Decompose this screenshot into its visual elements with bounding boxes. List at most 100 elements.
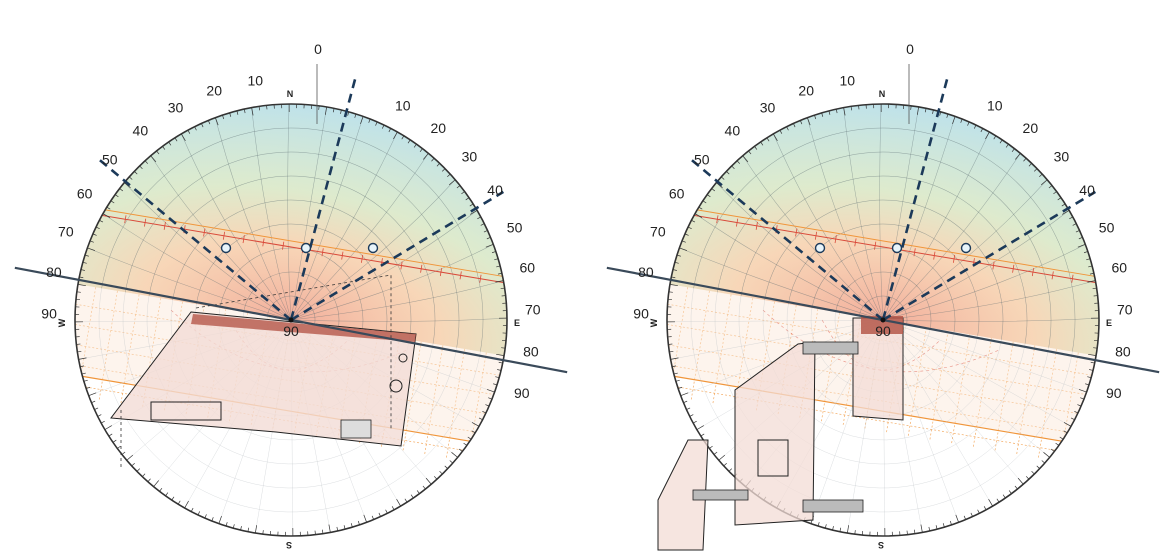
ring-tick: [670, 357, 679, 360]
ring-tick: [711, 188, 716, 192]
ring-tick: [396, 499, 401, 507]
ring-number-left: 40: [725, 123, 741, 139]
ring-tick: [153, 480, 159, 487]
ring-tick: [967, 121, 970, 126]
ring-tick: [156, 150, 160, 155]
ring-tick: [91, 400, 96, 403]
ring-tick: [1041, 460, 1046, 464]
ring-number-right: 50: [1099, 219, 1115, 235]
hour-marker: [933, 251, 936, 260]
ring-tick: [112, 439, 117, 443]
ring-tick: [486, 389, 495, 393]
ring-tick: [332, 108, 335, 113]
hour-marker: [953, 254, 956, 263]
ring-tick: [144, 160, 149, 164]
ring-tick: [698, 206, 703, 210]
ring-tick: [1033, 168, 1038, 172]
ring-tick: [723, 462, 727, 467]
ring-tick: [471, 422, 480, 427]
ring-tick: [913, 529, 916, 534]
ring-tick: [480, 223, 485, 226]
room-block: [150, 401, 222, 421]
building-outline: [110, 311, 417, 447]
azimuth-line: [879, 104, 884, 321]
ring-tick: [493, 383, 498, 386]
ring-number-right: 30: [1054, 149, 1070, 165]
ring-tick: [363, 514, 367, 523]
ring-tick: [996, 498, 1000, 503]
ring-number-left: 60: [77, 186, 93, 202]
lower-ring: [714, 292, 1049, 489]
ring-tick: [679, 247, 688, 251]
ring-tick: [1078, 237, 1083, 240]
lower-grid-line: [76, 344, 486, 414]
ring-tick: [1055, 442, 1060, 446]
outer-ring: [666, 103, 1100, 537]
ring-tick: [184, 500, 189, 509]
ring-number-right: 40: [487, 182, 503, 198]
ring-tick: [1092, 287, 1097, 290]
ring-tick: [696, 425, 704, 430]
hour-marker: [1012, 264, 1015, 273]
hour-marker: [913, 248, 916, 257]
ring-tick: [187, 130, 191, 134]
ring-tick: [716, 182, 723, 188]
ring-tick: [422, 485, 426, 490]
ring-number-left: 90: [633, 306, 649, 322]
ring-tick: [124, 182, 131, 188]
ring-tick: [101, 420, 105, 424]
ring-tick: [988, 499, 993, 507]
sun-position-point: [814, 242, 826, 254]
ring-tick: [393, 131, 398, 140]
ring-tick: [1031, 470, 1035, 475]
ring-tick: [668, 291, 673, 293]
ring-number-left: 50: [694, 152, 710, 168]
ring-tick: [1002, 494, 1006, 499]
ring-tick: [1078, 389, 1087, 393]
ring-number-left: 50: [102, 152, 118, 168]
ring-tick: [693, 420, 697, 424]
north-label: N: [879, 89, 886, 99]
ring-tick: [324, 106, 327, 115]
ring-tick: [1063, 430, 1068, 434]
ring-tick: [482, 410, 487, 414]
ring-tick: [104, 425, 112, 430]
ring-tick: [754, 146, 758, 150]
hour-marker: [736, 218, 739, 227]
ring-tick: [1086, 258, 1091, 261]
ring-tick: [378, 512, 381, 517]
ring-tick: [916, 106, 919, 115]
ring-tick: [807, 117, 811, 126]
ring-tick: [942, 523, 945, 528]
azimuth-line: [843, 107, 884, 321]
west-label: W: [649, 318, 659, 327]
ring-tick: [932, 109, 934, 114]
ring-tick: [87, 247, 96, 251]
center-label: 90: [283, 323, 299, 339]
ring-tick: [147, 478, 151, 483]
azimuth-line: [290, 179, 456, 321]
ring-tick: [375, 121, 378, 126]
ring-tick: [748, 150, 752, 155]
ring-tick: [983, 506, 987, 510]
azimuth-line: [882, 153, 1021, 321]
ring-tick: [131, 462, 135, 467]
ring-tick: [935, 525, 938, 530]
ring-number-right: 80: [1115, 344, 1131, 360]
hour-marker: [834, 235, 837, 244]
ring-tick: [136, 468, 141, 472]
ring-tick: [671, 276, 676, 279]
ring-tick: [225, 522, 228, 527]
ring-tick: [243, 109, 246, 114]
ring-tick: [463, 442, 468, 446]
ring-tick: [194, 126, 197, 131]
ring-tick: [486, 237, 491, 240]
room-block: [340, 419, 372, 439]
ring-tick: [77, 350, 82, 353]
ring-number-right: 60: [1111, 260, 1127, 276]
azimuth-line: [102, 213, 292, 321]
ring-tick: [134, 171, 138, 175]
ring-tick: [354, 113, 357, 118]
ring-tick: [500, 287, 505, 290]
ring-tick: [496, 265, 501, 268]
